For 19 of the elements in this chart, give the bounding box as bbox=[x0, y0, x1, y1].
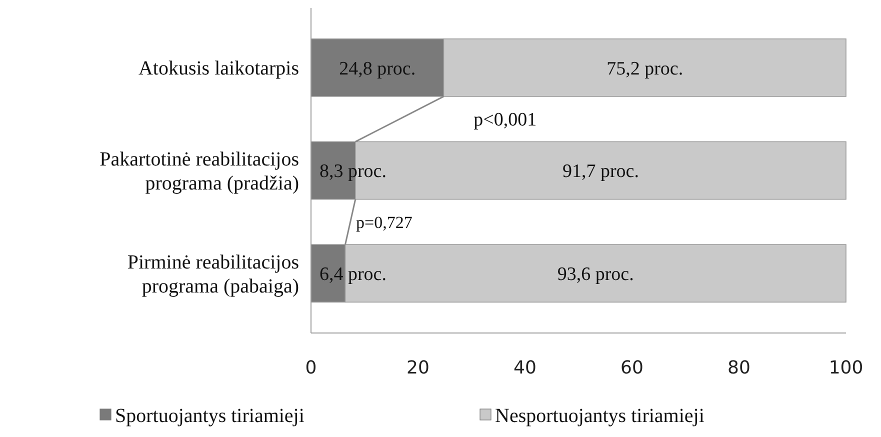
legend-label: Nesportuojantys tiriamieji bbox=[495, 405, 705, 427]
data-label: 93,6 proc. bbox=[557, 264, 634, 285]
x-tick-label: 20 bbox=[406, 357, 430, 378]
x-tick-label: 100 bbox=[828, 357, 864, 378]
x-tick-label: 40 bbox=[514, 357, 536, 378]
x-tick-label: 80 bbox=[728, 357, 750, 378]
data-label: 6,4 proc. bbox=[319, 264, 387, 285]
y-tick-label: Pirminė reabilitacijos programa (pabaiga) bbox=[127, 251, 300, 298]
data-label: 91,7 proc. bbox=[562, 161, 639, 182]
annotation: p<0,001 bbox=[474, 110, 537, 131]
legend-label: Sportuojantys tiriamieji bbox=[115, 405, 305, 427]
annotation: p=0,727 bbox=[356, 212, 413, 232]
data-label: 24,8 proc. bbox=[339, 58, 416, 80]
data-label: 8,3 proc. bbox=[319, 161, 387, 182]
x-tick-label: 60 bbox=[620, 357, 644, 378]
y-tick-label: Atokusis laikotarpis bbox=[138, 58, 300, 80]
x-tick-label: 0 bbox=[305, 357, 317, 378]
y-tick-label: Pakartotinė reabilitacijos programa (pradžia) bbox=[100, 148, 300, 194]
data-label: 75,2 proc. bbox=[606, 58, 684, 80]
